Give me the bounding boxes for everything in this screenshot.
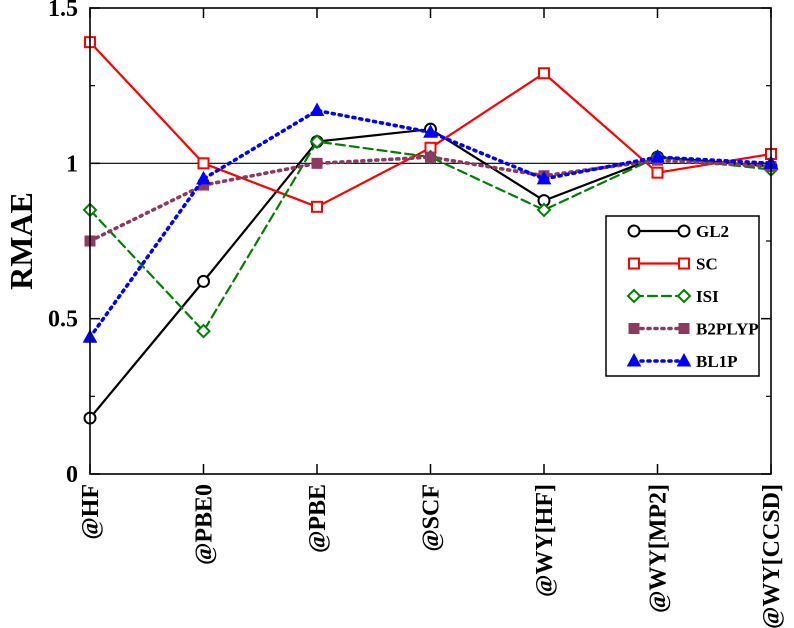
- x-tick-label: @WY[MP2]: [646, 484, 672, 613]
- legend-marker-isi: [626, 288, 642, 304]
- legend-marker-bl1p: [626, 352, 642, 367]
- x-tick-label: @SCF: [419, 484, 445, 552]
- series-group: [82, 36, 779, 425]
- data-point-bl1p: [423, 124, 438, 138]
- legend-marker-sc: [678, 257, 690, 270]
- y-tick-label: 1: [66, 151, 78, 177]
- legend-marker-b2plyp: [628, 323, 640, 334]
- legend-label-bl1p: BL1P: [696, 352, 738, 371]
- data-point-sc: [538, 67, 550, 80]
- legend-marker-gl2: [677, 224, 691, 238]
- legend-marker-bl1p: [676, 352, 692, 367]
- data-point-gl2: [197, 274, 210, 288]
- x-tick-label: @PBE: [305, 484, 331, 553]
- data-point-b2plyp: [311, 157, 323, 169]
- data-point-sc: [311, 200, 323, 213]
- x-tick-label: @PBE0: [192, 484, 218, 565]
- y-tick-label: 1.5: [48, 0, 78, 22]
- legend-label-gl2: GL2: [696, 222, 729, 241]
- data-point-isi: [536, 202, 552, 218]
- x-tick-label: @WY[CCSD]: [759, 484, 785, 628]
- data-point-bl1p: [536, 170, 552, 185]
- data-point-bl1p: [650, 149, 665, 163]
- y-axis-label: RMAE: [3, 192, 39, 290]
- data-point-bl1p: [196, 170, 211, 185]
- data-point-sc: [651, 166, 664, 179]
- x-tick-label: @HF: [78, 484, 104, 540]
- legend-label-isi: ISI: [696, 287, 719, 306]
- legend-label-sc: SC: [696, 255, 718, 274]
- data-point-bl1p: [309, 102, 325, 117]
- data-point-isi: [309, 134, 325, 150]
- legend-marker-isi: [676, 288, 692, 304]
- legend-marker-sc: [628, 257, 640, 270]
- y-tick-label: 0.5: [48, 307, 78, 333]
- plot-frame: [89, 7, 772, 475]
- legend-label-b2plyp: B2PLYP: [696, 320, 759, 339]
- y-tick-label: 0: [66, 462, 78, 488]
- x-tick-label: @WY[HF]: [532, 484, 558, 597]
- data-point-b2plyp: [425, 151, 436, 163]
- legend-marker-gl2: [627, 224, 641, 238]
- data-point-isi: [196, 323, 211, 339]
- data-point-sc: [197, 157, 210, 170]
- legend-marker-b2plyp: [678, 323, 690, 334]
- legend: GL2 SC ISI B2PLYP BL1P: [605, 215, 760, 377]
